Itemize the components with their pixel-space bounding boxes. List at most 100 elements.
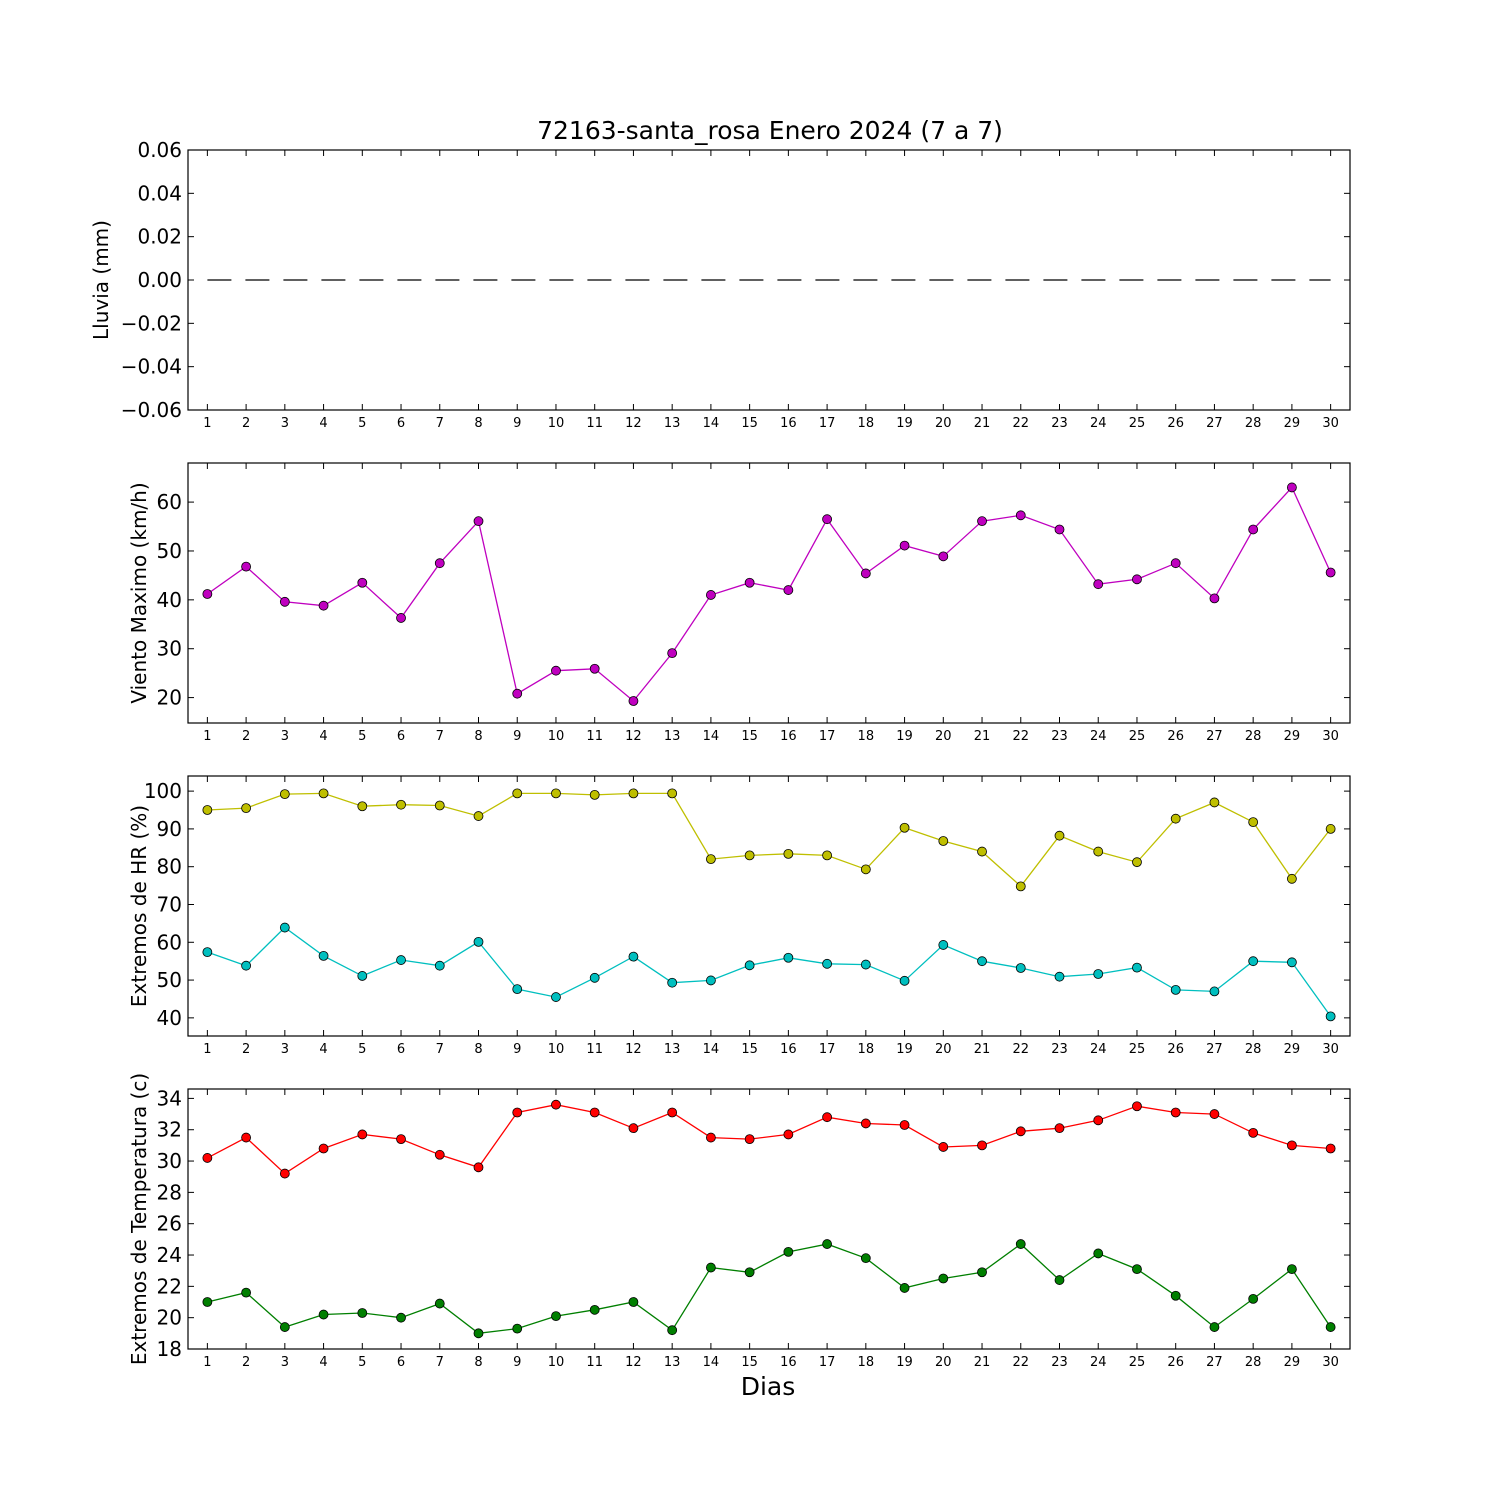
data-point bbox=[1132, 574, 1142, 585]
x-tick-label: 24 bbox=[1090, 416, 1107, 431]
x-tick-label: 12 bbox=[625, 416, 642, 431]
data-point bbox=[551, 665, 561, 676]
data-point bbox=[1287, 482, 1297, 493]
x-tick-label: 24 bbox=[1090, 1042, 1107, 1057]
y-tick-label: 22 bbox=[157, 1274, 182, 1298]
x-tick-label: 8 bbox=[474, 416, 482, 431]
data-point bbox=[744, 850, 755, 861]
data-point bbox=[1015, 881, 1026, 892]
x-tick-label: 9 bbox=[513, 729, 521, 744]
y-axis-label: Extremos de Temperatura (c) bbox=[127, 1073, 151, 1365]
x-tick-label: 21 bbox=[974, 416, 991, 431]
data-point bbox=[1209, 986, 1220, 997]
x-tick-label: 26 bbox=[1167, 1042, 1184, 1057]
series-line-2 bbox=[207, 1243, 1332, 1334]
x-tick-label: 5 bbox=[358, 1355, 366, 1370]
x-tick-label: 6 bbox=[397, 1042, 405, 1057]
data-point bbox=[396, 955, 406, 965]
data-point bbox=[512, 1107, 523, 1118]
data-point bbox=[551, 992, 561, 1002]
x-tick-label: 22 bbox=[1012, 1355, 1029, 1370]
data-point bbox=[473, 811, 484, 821]
data-point bbox=[241, 561, 252, 572]
x-tick-label: 19 bbox=[896, 1355, 913, 1370]
x-tick-label: 2 bbox=[242, 1355, 250, 1370]
data-point bbox=[822, 958, 832, 969]
data-point bbox=[473, 937, 484, 947]
x-tick-label: 29 bbox=[1284, 1355, 1301, 1370]
data-point bbox=[1015, 1126, 1026, 1137]
x-tick-label: 23 bbox=[1051, 1355, 1068, 1370]
data-point bbox=[1248, 524, 1259, 535]
x-tick-label: 4 bbox=[319, 416, 327, 431]
data-point bbox=[1248, 1127, 1259, 1138]
data-point bbox=[589, 1304, 600, 1315]
data-point bbox=[434, 1149, 445, 1160]
x-tick-label: 2 bbox=[242, 416, 250, 431]
data-point bbox=[628, 951, 639, 962]
x-tick-label: 17 bbox=[819, 1355, 836, 1370]
data-point bbox=[977, 956, 987, 967]
data-point bbox=[1054, 1123, 1065, 1134]
x-tick-label: 3 bbox=[281, 1355, 289, 1370]
x-tick-label: 17 bbox=[819, 729, 836, 744]
data-point bbox=[1287, 873, 1297, 884]
data-point bbox=[396, 1134, 406, 1145]
series-line-1 bbox=[207, 792, 1332, 888]
x-tick-label: 30 bbox=[1322, 1355, 1339, 1370]
x-tick-label: 7 bbox=[436, 729, 444, 744]
data-point bbox=[1170, 558, 1181, 569]
data-point bbox=[1132, 1264, 1142, 1275]
y-axis-label: Lluvia (mm) bbox=[89, 220, 113, 340]
data-point bbox=[938, 940, 949, 950]
y-tick-label: 24 bbox=[157, 1243, 182, 1267]
y-tick-label: 80 bbox=[157, 855, 182, 879]
data-point bbox=[1170, 813, 1181, 824]
x-tick-label: 7 bbox=[436, 1042, 444, 1057]
data-point bbox=[899, 1283, 910, 1293]
data-point bbox=[279, 922, 290, 933]
data-point bbox=[551, 1311, 561, 1322]
data-point bbox=[512, 1323, 523, 1334]
y-tick-label: 26 bbox=[157, 1212, 182, 1236]
y-tick-label: 20 bbox=[157, 686, 182, 710]
x-tick-label: 25 bbox=[1129, 729, 1146, 744]
x-tick-label: 20 bbox=[935, 1355, 952, 1370]
x-tick-label: 15 bbox=[741, 729, 758, 744]
x-tick-label: 6 bbox=[397, 729, 405, 744]
data-point bbox=[473, 1328, 484, 1339]
x-tick-label: 18 bbox=[858, 1355, 875, 1370]
x-tick-label: 28 bbox=[1245, 729, 1262, 744]
x-tick-label: 20 bbox=[935, 416, 952, 431]
x-tick-label: 24 bbox=[1090, 1355, 1107, 1370]
data-point bbox=[512, 984, 523, 995]
data-point bbox=[434, 960, 445, 971]
data-point bbox=[1325, 567, 1336, 578]
x-tick-label: 17 bbox=[819, 1042, 836, 1057]
x-tick-label: 21 bbox=[974, 1355, 991, 1370]
data-point bbox=[628, 1297, 639, 1307]
x-tick-label: 23 bbox=[1051, 416, 1068, 431]
data-point bbox=[899, 822, 910, 833]
data-point bbox=[783, 952, 794, 963]
data-point bbox=[977, 1267, 987, 1278]
panel-1: 0.060.040.020.00−0.02−0.04−0.061 2 3 4 5 6 7 8 9… bbox=[89, 138, 1351, 431]
data-point bbox=[589, 663, 600, 674]
y-tick-label: 70 bbox=[157, 892, 182, 916]
x-tick-label: 10 bbox=[548, 1042, 565, 1057]
plot-frame bbox=[187, 775, 1351, 1037]
x-tick-label: 23 bbox=[1051, 729, 1068, 744]
x-tick-label: 7 bbox=[436, 416, 444, 431]
x-tick-label: 1 bbox=[203, 729, 211, 744]
data-point bbox=[473, 516, 484, 527]
data-point bbox=[744, 960, 755, 971]
data-point bbox=[318, 788, 329, 799]
data-point bbox=[938, 836, 949, 846]
x-tick-label: 1 bbox=[203, 416, 211, 431]
x-tick-label: 10 bbox=[548, 1355, 565, 1370]
series-line-1 bbox=[207, 486, 1332, 702]
data-point bbox=[279, 596, 290, 607]
data-point bbox=[202, 1297, 213, 1307]
x-tick-label: 30 bbox=[1322, 1042, 1339, 1057]
